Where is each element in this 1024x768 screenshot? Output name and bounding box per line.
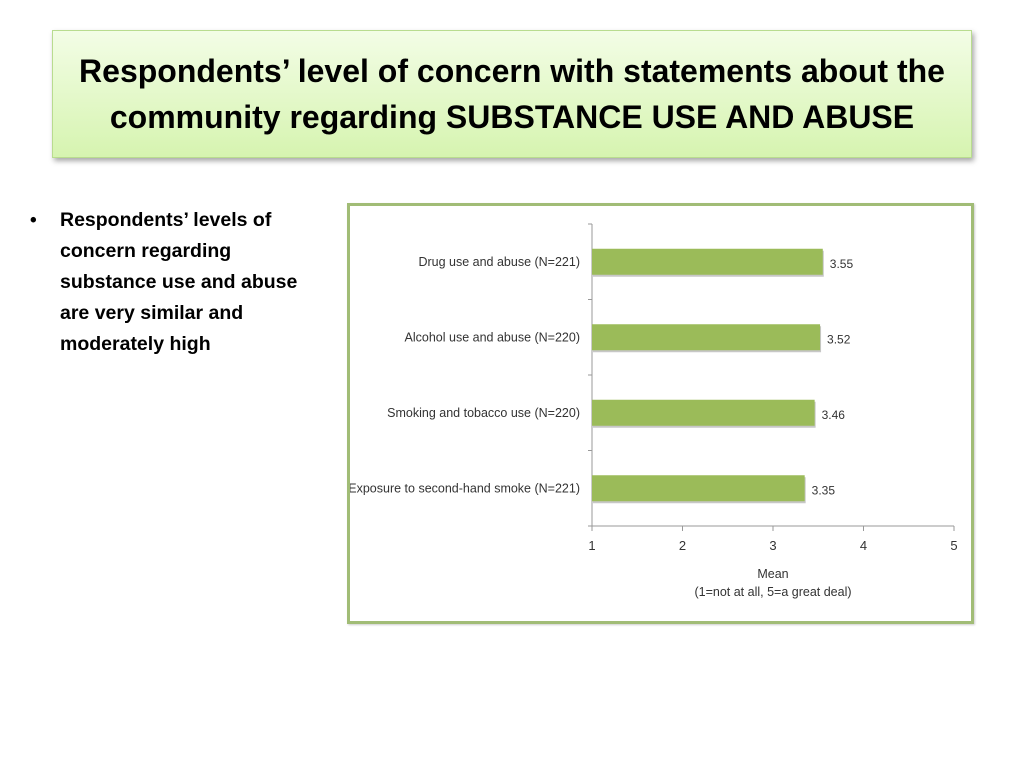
x-tick-label: 2 <box>679 538 686 553</box>
value-label: 3.52 <box>827 332 851 346</box>
x-tick-label: 4 <box>860 538 867 553</box>
category-label: Alcohol use and abuse (N=220) <box>405 330 580 344</box>
bullet-text: Respondents’ levels of concern regarding… <box>60 209 298 355</box>
x-tick-label: 5 <box>950 538 957 553</box>
bar-chart: 1 2 3 4 5 Drug use and abuse (N=221) 3.55 Alcoh… <box>350 223 958 599</box>
bullet-list: • Respondents’ levels of concern regardi… <box>30 205 330 360</box>
value-label: 3.35 <box>812 483 836 497</box>
chart-frame: 1 2 3 4 5 Drug use and abuse (N=221) 3.55 Alcoh… <box>347 203 974 624</box>
category-label: Drug use and abuse (N=221) <box>418 255 580 269</box>
bar <box>592 475 805 502</box>
value-label: 3.55 <box>830 257 854 271</box>
bar <box>592 324 821 351</box>
slide-title-box: Respondents’ level of concern with state… <box>52 30 972 158</box>
slide-title: Respondents’ level of concern with state… <box>79 53 945 135</box>
x-tick-label: 3 <box>769 538 776 553</box>
bullet-list-area: • Respondents’ levels of concern regardi… <box>30 205 330 360</box>
x-axis-subtitle: (1=not at all, 5=a great deal) <box>694 585 851 599</box>
bar <box>592 399 815 426</box>
bullet-item: • Respondents’ levels of concern regardi… <box>30 205 330 360</box>
category-label: Smoking and tobacco use (N=220) <box>387 406 580 420</box>
bar <box>592 248 823 275</box>
x-axis-title: Mean <box>757 567 788 581</box>
bullet-dot-icon: • <box>30 210 37 231</box>
x-tick-label: 1 <box>588 538 595 553</box>
value-label: 3.46 <box>822 408 846 422</box>
category-label: Exposure to second-hand smoke (N=221) <box>350 481 580 495</box>
